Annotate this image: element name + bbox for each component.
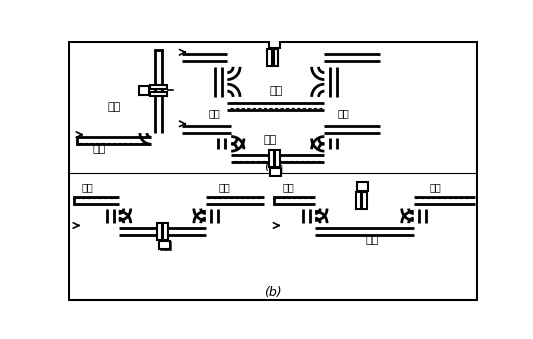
Bar: [275, 150, 280, 167]
Text: 正確: 正確: [108, 102, 121, 112]
Text: 液體: 液體: [208, 108, 220, 118]
Text: 正確: 正確: [159, 241, 172, 251]
Text: 錯誤: 錯誤: [366, 235, 379, 245]
Text: 氣泡: 氣泡: [430, 182, 442, 192]
Bar: [150, 84, 167, 89]
Bar: [269, 150, 273, 167]
Text: 正確: 正確: [269, 86, 282, 96]
Text: 氣泡: 氣泡: [282, 182, 294, 192]
Text: 氣泡: 氣泡: [218, 182, 230, 192]
Bar: [273, 49, 278, 66]
Bar: [269, 40, 280, 48]
Bar: [270, 168, 281, 176]
Text: 液體: 液體: [92, 144, 106, 154]
Bar: [356, 192, 360, 208]
Text: 液體: 液體: [337, 108, 349, 118]
Text: 液體: 液體: [271, 163, 283, 173]
Bar: [358, 182, 368, 191]
Text: 錯誤: 錯誤: [263, 135, 276, 145]
Text: (b): (b): [264, 286, 281, 299]
Bar: [157, 223, 162, 240]
Bar: [164, 223, 168, 240]
Bar: [362, 192, 367, 208]
Bar: [268, 49, 272, 66]
Bar: [139, 86, 149, 95]
Bar: [150, 92, 167, 96]
Text: 氣泡: 氣泡: [82, 182, 94, 192]
Text: (a): (a): [264, 160, 281, 173]
Bar: [159, 241, 169, 250]
